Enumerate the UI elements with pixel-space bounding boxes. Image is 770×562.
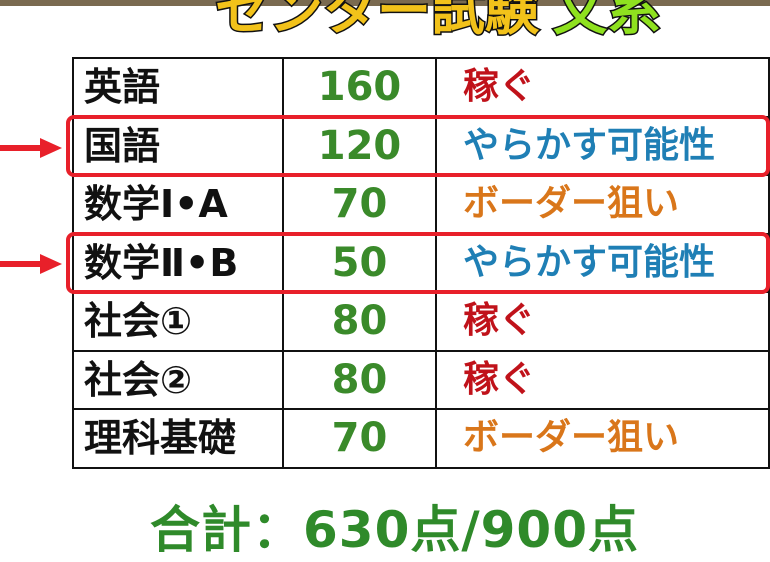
strategy-cell: 稼ぐ xyxy=(435,57,770,118)
score-table: 英語 160 稼ぐ 国語 120 やらかす可能性 数学Ⅰ•A 70 ボーダー狙い 数学… xyxy=(72,57,770,469)
table-row: 英語 160 稼ぐ xyxy=(72,57,770,118)
table-row: 社会② 80 稼ぐ xyxy=(72,349,770,410)
strategy-cell: 稼ぐ xyxy=(435,349,770,410)
subject-cell: 数学Ⅱ•B xyxy=(72,232,284,293)
highlight-box-math2b xyxy=(66,232,770,294)
arrow-right-icon xyxy=(0,138,62,158)
table-row: 数学Ⅰ•A 70 ボーダー狙い xyxy=(72,174,770,235)
strategy-cell: ボーダー狙い xyxy=(435,174,770,235)
highlight-box-kokugo xyxy=(66,115,770,177)
score-cell: 70 xyxy=(282,174,437,235)
strategy-cell: やらかす可能性 xyxy=(435,232,770,293)
title-track: 文系 xyxy=(552,0,663,44)
score-cell: 160 xyxy=(282,57,437,118)
table-row: 社会① 80 稼ぐ xyxy=(72,291,770,352)
score-cell: 80 xyxy=(282,291,437,352)
subject-cell: 数学Ⅰ•A xyxy=(72,174,284,235)
strategy-cell: ボーダー狙い xyxy=(435,408,770,469)
score-cell: 70 xyxy=(282,408,437,469)
table-row: 理科基礎 70 ボーダー狙い xyxy=(72,408,770,469)
subject-cell: 社会② xyxy=(72,349,284,410)
slide-title: センター試験 文系 xyxy=(214,0,663,45)
total-score: 合計：630点/900点 xyxy=(150,501,640,559)
arrow-right-icon xyxy=(0,254,62,274)
title-exam: センター試験 xyxy=(214,0,541,44)
score-cell: 80 xyxy=(282,349,437,410)
subject-cell: 英語 xyxy=(72,57,284,118)
subject-cell: 理科基礎 xyxy=(72,408,284,469)
subject-cell: 社会① xyxy=(72,291,284,352)
strategy-cell: 稼ぐ xyxy=(435,291,770,352)
video-background-strip xyxy=(0,0,770,6)
